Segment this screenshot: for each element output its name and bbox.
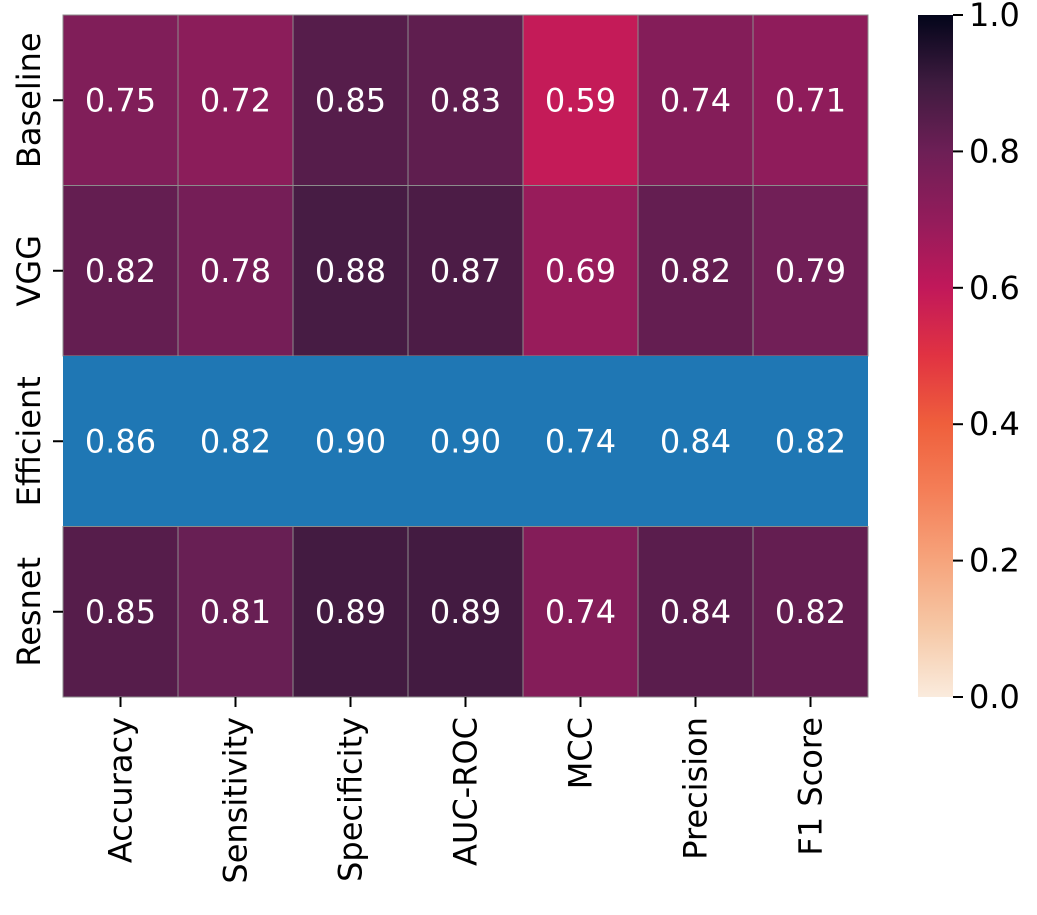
cell-value-label: 0.69: [545, 252, 616, 290]
cell-value-label: 0.90: [315, 422, 386, 460]
cell-value-label: 0.84: [660, 422, 731, 460]
x-axis: Accuracy Sensitivity Specificity AUC-ROC MCC…: [102, 697, 830, 884]
heatmap-cells: 0.75 0.72 0.85 0.83 0.59 0.74 0.71 0.82 0.78 0.88…: [62, 14, 869, 698]
x-tick-label: F1 Score: [792, 717, 830, 856]
heatmap-cell: [752, 526, 869, 698]
y-tick-label: VGG: [10, 235, 48, 306]
cell-value-label: 0.71: [775, 81, 846, 119]
heatmap-cell: [292, 526, 409, 698]
cell-value-label: 0.88: [315, 252, 386, 290]
cell-value-label: 0.72: [200, 81, 271, 119]
heatmap-cell: [407, 526, 524, 698]
cell-value-label: 0.81: [200, 593, 271, 631]
heatmap-cell: [638, 356, 753, 527]
heatmap-cell: [637, 526, 754, 698]
cell-value-label: 0.78: [200, 252, 271, 290]
colorbar-tick-label: 0.0: [969, 678, 1020, 716]
heatmap-cell: [178, 356, 293, 527]
cell-value-label: 0.79: [775, 252, 846, 290]
cell-value-label: 0.86: [85, 422, 156, 460]
heatmap-cell: [292, 185, 409, 357]
cell-value-label: 0.84: [660, 593, 731, 631]
x-tick-label: Sensitivity: [217, 717, 255, 884]
y-tick-label: Resnet: [10, 557, 48, 667]
heatmap-cell: [177, 526, 294, 698]
cell-value-label: 0.75: [85, 81, 156, 119]
heatmap-cell: [63, 356, 178, 527]
x-tick-label: Specificity: [332, 717, 370, 882]
heatmap-cell: [522, 185, 639, 357]
cell-value-label: 0.82: [660, 252, 731, 290]
cell-value-label: 0.82: [775, 593, 846, 631]
cell-value-label: 0.83: [430, 81, 501, 119]
x-tick-label: Accuracy: [102, 717, 140, 863]
heatmap-cell: [62, 14, 179, 186]
heatmap-cell: [637, 14, 754, 186]
cell-value-label: 0.82: [775, 422, 846, 460]
heatmap-cell: [522, 14, 639, 186]
cell-value-label: 0.90: [430, 422, 501, 460]
colorbar-tick-label: 0.6: [969, 269, 1020, 307]
cell-value-label: 0.74: [660, 81, 731, 119]
cell-value-label: 0.74: [545, 422, 616, 460]
heatmap-cell: [62, 185, 179, 357]
cell-value-label: 0.89: [430, 593, 501, 631]
heatmap-cell: [408, 356, 523, 527]
colorbar-tick-label: 0.4: [969, 405, 1020, 443]
y-tick-label: Baseline: [10, 32, 48, 168]
x-tick-label: Precision: [677, 717, 715, 860]
x-tick-label: MCC: [562, 717, 600, 789]
colorbar: 0.0 0.2 0.4 0.6 0.8 1.0: [918, 0, 1020, 716]
heatmap-cell: [523, 356, 638, 527]
heatmap-cell: [292, 14, 409, 186]
cell-value-label: 0.89: [315, 593, 386, 631]
colorbar-tick-label: 0.8: [969, 132, 1020, 170]
heatmap-cell: [753, 356, 868, 527]
heatmap-cell: [752, 185, 869, 357]
heatmap-cell: [407, 14, 524, 186]
heatmap-cell: [177, 14, 294, 186]
y-tick-label: Efficient: [10, 376, 48, 506]
cell-value-label: 0.82: [200, 422, 271, 460]
colorbar-tick-label: 0.2: [969, 542, 1020, 580]
x-tick-label: AUC-ROC: [447, 717, 485, 866]
heatmap-cell: [637, 185, 754, 357]
y-axis: Baseline VGG Efficient Resnet: [10, 32, 63, 667]
cell-value-label: 0.82: [85, 252, 156, 290]
cell-value-label: 0.85: [315, 81, 386, 119]
colorbar-tick-label: 1.0: [969, 0, 1020, 34]
cell-value-label: 0.87: [430, 252, 501, 290]
cell-value-label: 0.59: [545, 81, 616, 119]
heatmap-cell: [293, 356, 408, 527]
cell-value-label: 0.85: [85, 593, 156, 631]
cell-value-label: 0.74: [545, 593, 616, 631]
colorbar-gradient: [918, 15, 953, 697]
heatmap-cell: [62, 526, 179, 698]
